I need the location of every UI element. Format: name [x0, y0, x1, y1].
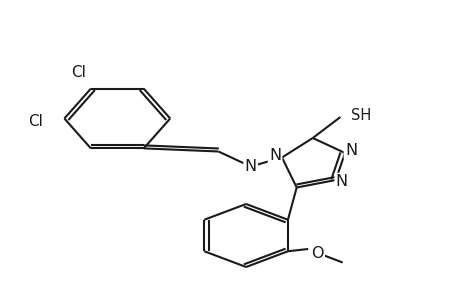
Text: O: O	[310, 246, 323, 261]
Text: SH: SH	[350, 108, 370, 123]
Text: N: N	[269, 148, 280, 164]
Text: N: N	[335, 174, 347, 189]
Text: Cl: Cl	[71, 65, 86, 80]
Text: N: N	[244, 159, 256, 174]
Text: Cl: Cl	[28, 114, 43, 129]
Text: N: N	[344, 143, 356, 158]
